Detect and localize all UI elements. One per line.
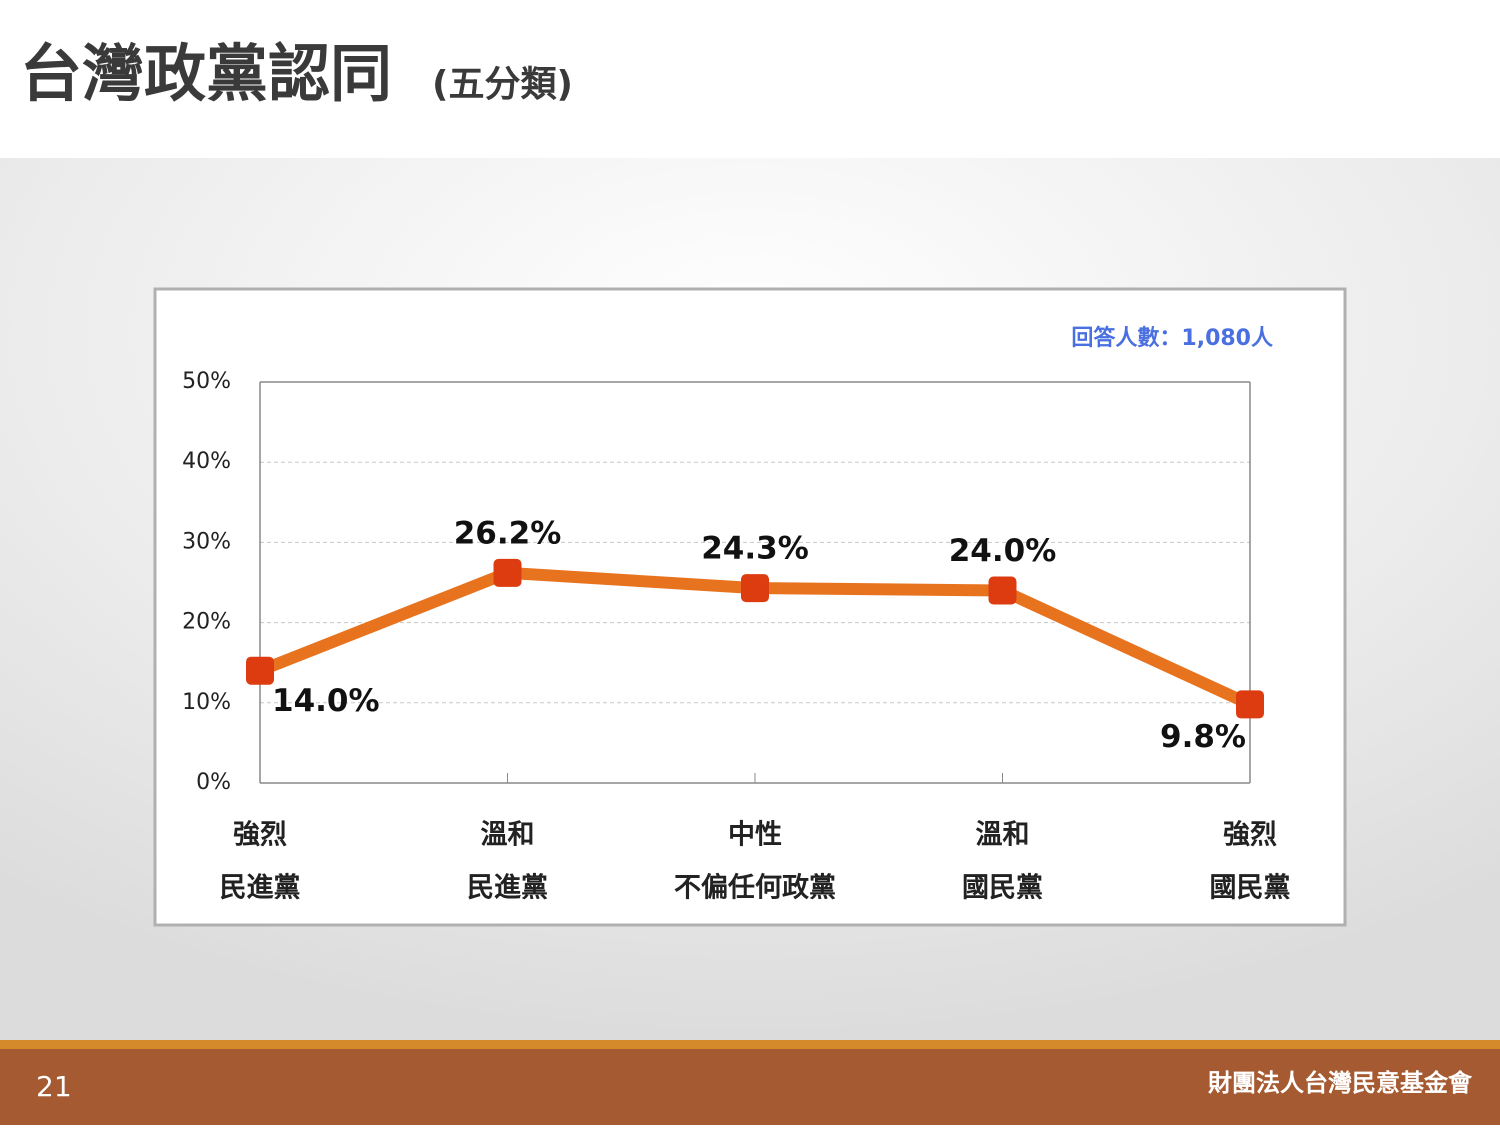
x-tick-label: 民進黨: [220, 873, 301, 904]
marker: [988, 576, 1017, 605]
slide-subtitle: (五分類): [432, 64, 573, 105]
x-tick-label: 國民黨: [962, 873, 1043, 904]
x-tick-label: 溫和: [976, 820, 1030, 851]
x-tick-label: 強烈: [1223, 820, 1277, 851]
data-label: 26.2%: [454, 515, 562, 551]
y-tick-label: 20%: [182, 610, 231, 635]
marker: [493, 558, 522, 587]
data-label: 24.0%: [949, 533, 1057, 569]
y-tick-label: 50%: [182, 369, 231, 394]
marker: [246, 656, 274, 685]
y-tick-label: 0%: [196, 770, 231, 795]
footer-bar: [0, 1049, 1500, 1125]
x-tick-label: 民進黨: [467, 873, 548, 904]
x-tick-label: 溫和: [481, 820, 535, 851]
y-tick-label: 30%: [182, 529, 231, 554]
organization: 財團法人台灣民意基金會: [1208, 1069, 1473, 1097]
x-tick-label: 不偏任何政黨: [674, 873, 836, 904]
footer-stripe: [0, 1040, 1500, 1049]
x-tick-label: 強烈: [233, 820, 287, 851]
y-tick-label: 10%: [182, 690, 231, 715]
slide-title: 台灣政黨認同: [20, 37, 392, 110]
y-tick-label: 40%: [182, 449, 231, 474]
data-label: 9.8%: [1160, 719, 1246, 755]
page-number: 21: [36, 1070, 72, 1103]
data-label: 14.0%: [272, 683, 380, 719]
header-bg: [0, 0, 1500, 158]
chart-frame: [153, 287, 1347, 927]
data-label: 24.3%: [701, 531, 809, 567]
marker: [741, 574, 769, 603]
x-tick-label: 中性: [728, 820, 782, 851]
annotation: 回答人數：1,080人: [1071, 325, 1273, 351]
marker: [1236, 690, 1264, 719]
x-tick-label: 國民黨: [1210, 873, 1291, 904]
